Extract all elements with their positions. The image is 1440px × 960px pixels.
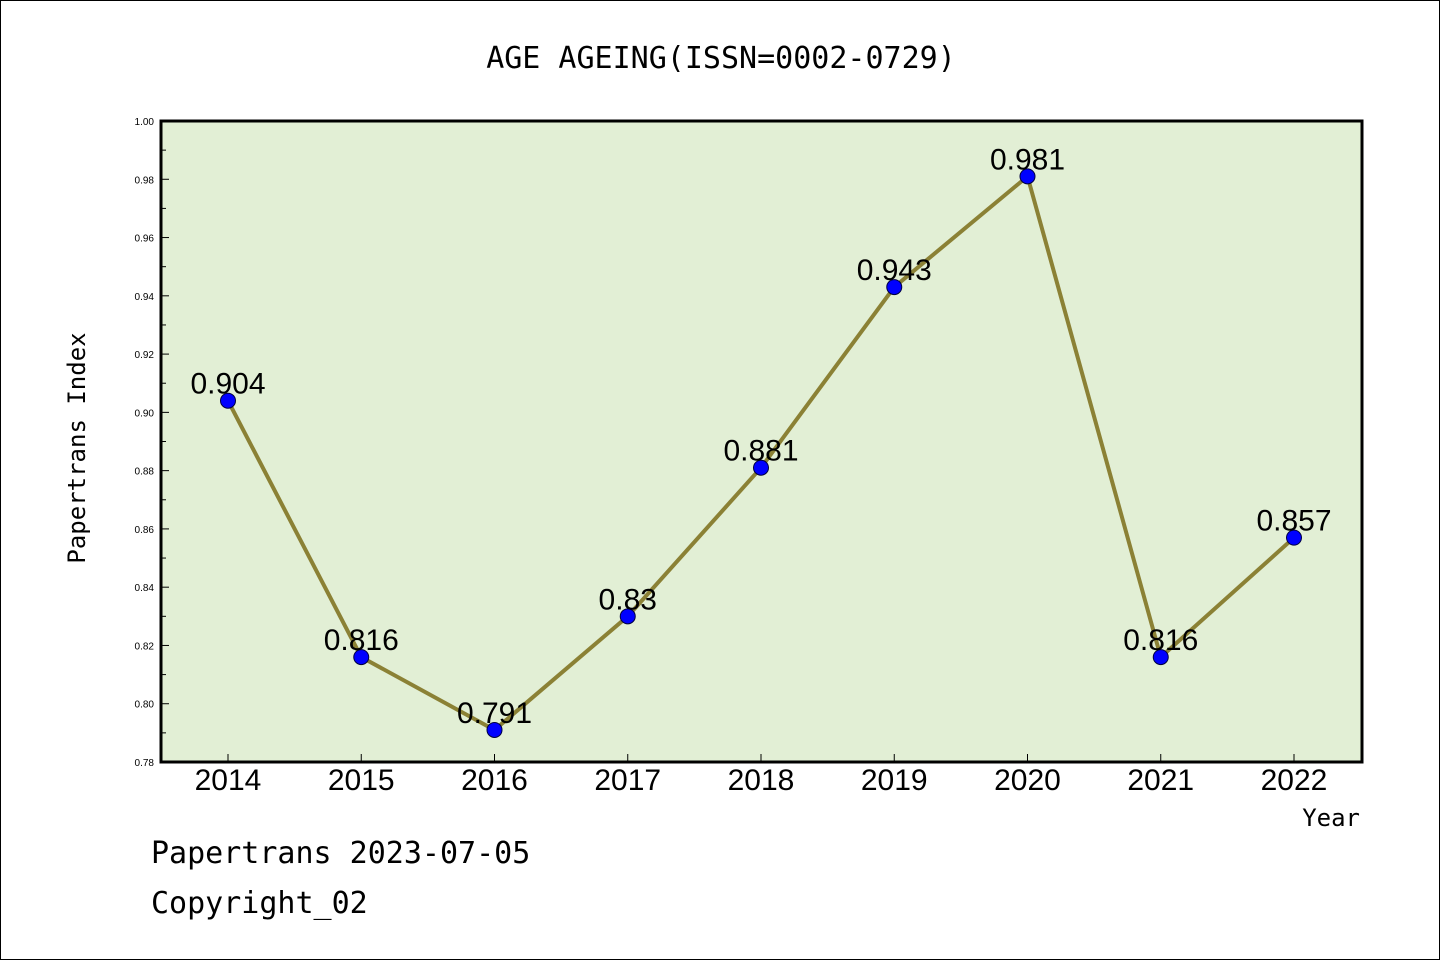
- data-label: 0.791: [457, 697, 532, 730]
- chart-title: AGE AGEING(ISSN=0002-0729): [486, 41, 956, 76]
- data-point: [353, 649, 370, 666]
- data-point: [886, 279, 903, 296]
- data-label: 0.881: [723, 435, 798, 468]
- y-axis-ticks: 0.78 0.80 0.82 0.84 0.86 0.88 0.90 0.92 0.94 0.96…: [135, 117, 169, 769]
- y-tick-label: 0.80: [135, 700, 155, 711]
- y-tick-label: 0.98: [135, 175, 155, 186]
- x-axis-ticks: 2014 2015 2016 2017 2018 2019 2020 2021 2022: [195, 754, 1328, 797]
- data-label: 0.981: [990, 143, 1065, 176]
- x-tick-label: 2022: [1261, 764, 1328, 797]
- y-tick-label: 0.84: [135, 583, 155, 594]
- x-tick-label: 2015: [328, 764, 395, 797]
- x-tick-label: 2021: [1127, 764, 1194, 797]
- y-tick-label: 0.90: [135, 408, 155, 419]
- y-tick-label: 0.86: [135, 525, 155, 536]
- x-axis-label: Year: [1302, 804, 1360, 832]
- y-axis-label: Papertrans Index: [63, 332, 91, 563]
- x-tick-label: 2016: [461, 764, 528, 797]
- data-points: [220, 168, 1302, 738]
- data-label: 0.816: [1123, 624, 1198, 657]
- footer-date: Papertrans 2023-07-05: [151, 836, 531, 871]
- data-label: 0.816: [324, 624, 399, 657]
- y-tick-label: 0.96: [135, 234, 155, 245]
- x-tick-label: 2020: [994, 764, 1061, 797]
- x-tick-label: 2014: [195, 764, 262, 797]
- data-point: [486, 721, 503, 738]
- data-label: 0.83: [599, 583, 657, 616]
- footer-copyright: Copyright_02: [151, 886, 368, 921]
- data-label: 0.857: [1256, 505, 1331, 538]
- data-point: [1019, 168, 1036, 185]
- data-label: 0.904: [190, 368, 265, 401]
- data-labels: 0.904 0.816 0.791 0.83 0.881 0.943 0.981 0.816 0…: [190, 143, 1331, 730]
- y-tick-label: 0.94: [135, 292, 155, 303]
- data-point: [753, 459, 769, 476]
- x-tick-label: 2018: [728, 764, 795, 797]
- x-tick-label: 2017: [594, 764, 661, 797]
- y-tick-label: 0.88: [135, 467, 155, 478]
- y-tick-label: 0.78: [135, 758, 155, 769]
- data-point: [220, 392, 236, 409]
- y-tick-label: 0.82: [135, 641, 155, 652]
- data-point: [1286, 529, 1302, 546]
- x-tick-label: 2019: [861, 764, 928, 797]
- data-label: 0.943: [857, 254, 932, 287]
- y-tick-label: 0.92: [135, 350, 155, 361]
- data-point: [619, 608, 636, 625]
- y-tick-label: 1.00: [135, 117, 155, 128]
- data-point: [1152, 649, 1169, 666]
